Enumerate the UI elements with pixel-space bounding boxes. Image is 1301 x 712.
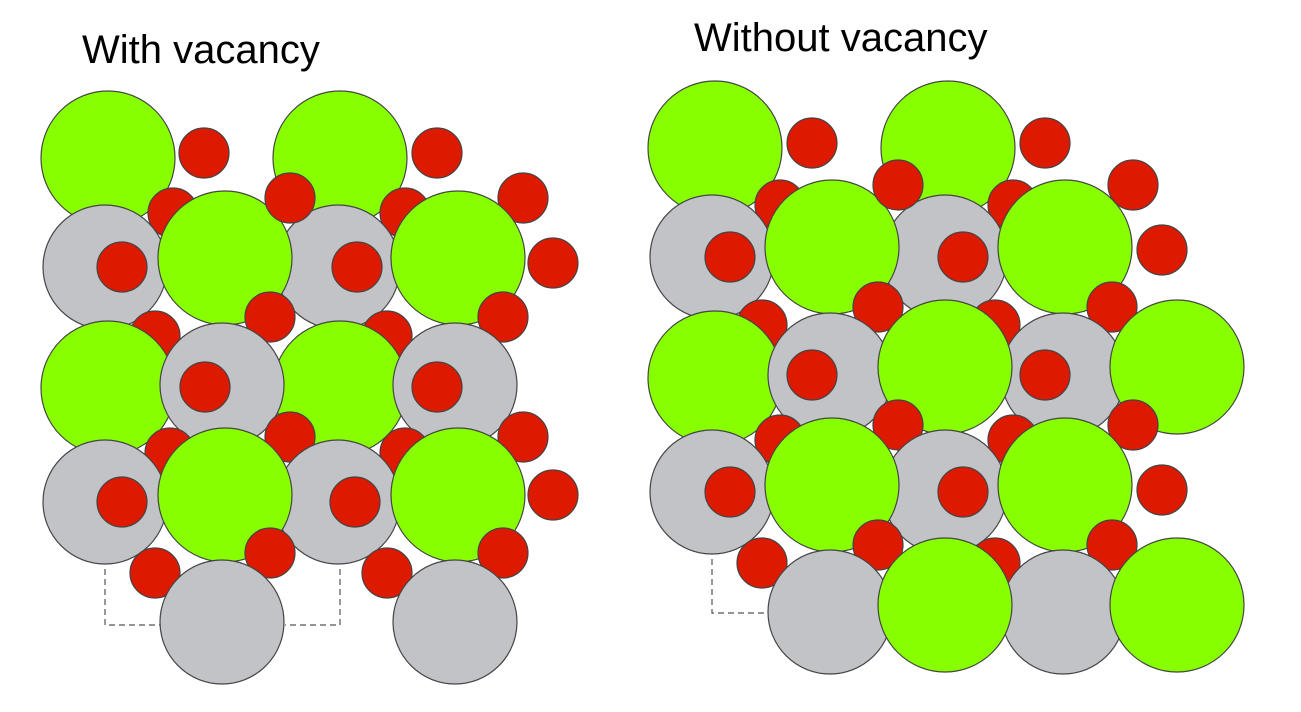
- vacancy-guide-line: [285, 569, 341, 626]
- with-vacancy-title: With vacancy: [82, 28, 320, 72]
- red-atom: [937, 231, 989, 283]
- red-atom: [361, 547, 413, 599]
- green-atom: [1109, 537, 1245, 673]
- red-atom: [1019, 349, 1071, 401]
- red-atom: [497, 172, 549, 224]
- red-atom: [1019, 117, 1071, 169]
- red-atom: [1107, 399, 1159, 451]
- red-atom: [1086, 519, 1138, 571]
- red-atom: [786, 349, 838, 401]
- red-atom: [411, 361, 463, 413]
- red-atom: [264, 172, 316, 224]
- with-vacancy-structure: [40, 90, 579, 685]
- vacancy-guide-line: [104, 569, 160, 626]
- red-atom: [786, 117, 838, 169]
- red-atom: [178, 127, 230, 179]
- red-atom: [872, 399, 924, 451]
- red-atom: [852, 519, 904, 571]
- gray-atom: [767, 549, 893, 675]
- red-atom: [704, 466, 756, 518]
- red-atom: [179, 361, 231, 413]
- red-atom: [736, 537, 788, 589]
- green-atom: [1109, 299, 1245, 435]
- red-atom: [527, 237, 579, 289]
- red-atom: [331, 241, 383, 293]
- red-atom: [1136, 224, 1188, 276]
- red-atom: [244, 527, 296, 579]
- red-atom: [96, 476, 148, 528]
- red-atom: [852, 281, 904, 333]
- gray-atom: [1000, 549, 1126, 675]
- red-atom: [937, 466, 989, 518]
- red-atom: [129, 547, 181, 599]
- red-atom: [704, 231, 756, 283]
- without-vacancy-title: Without vacancy: [694, 16, 988, 60]
- green-atom: [877, 537, 1013, 673]
- red-atom: [527, 469, 579, 521]
- red-atom: [477, 527, 529, 579]
- red-atom: [477, 291, 529, 343]
- red-atom: [411, 127, 463, 179]
- red-atom: [1086, 281, 1138, 333]
- gray-atom: [392, 559, 518, 685]
- red-atom: [329, 476, 381, 528]
- red-atom: [1107, 159, 1159, 211]
- red-atom: [497, 411, 549, 463]
- without-vacancy-structure: [647, 80, 1245, 675]
- red-atom: [96, 241, 148, 293]
- red-atom: [872, 159, 924, 211]
- red-atom: [1136, 464, 1188, 516]
- vacancy-guide-line: [711, 559, 767, 614]
- red-atom: [244, 291, 296, 343]
- gray-atom: [159, 559, 285, 685]
